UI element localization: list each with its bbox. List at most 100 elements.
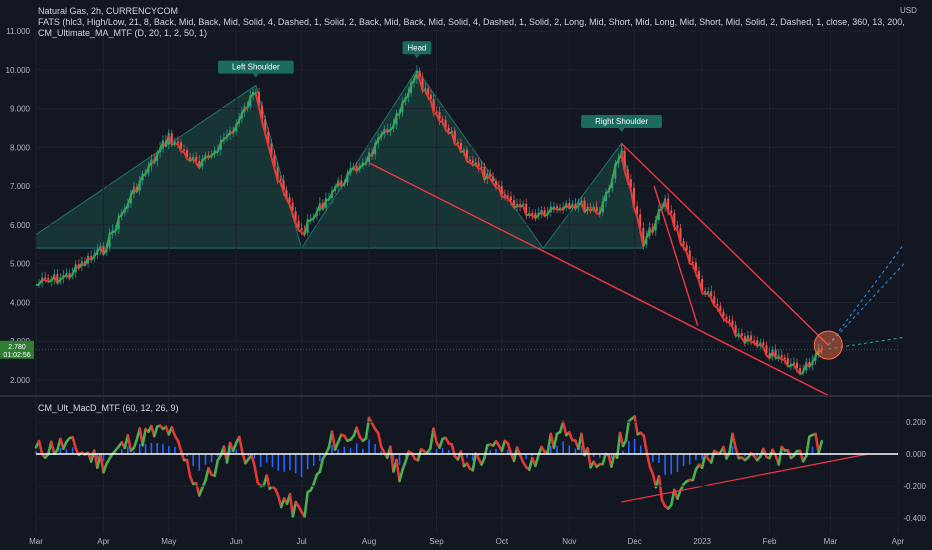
time-tick-label: Feb — [763, 537, 777, 546]
macd-hist-bar — [495, 448, 497, 454]
macd-hist-bar — [150, 442, 153, 454]
price-tick-label: 7.000 — [10, 182, 31, 191]
ma-segment — [568, 205, 574, 210]
ma-segment — [264, 133, 270, 146]
ma-segment — [407, 83, 413, 96]
macd-hist-bar — [380, 451, 383, 454]
macd-hist-bar — [204, 454, 207, 465]
macd-pane: 0.200 0.000 -0.200 -0.400 — [34, 415, 927, 523]
candle-body — [189, 156, 192, 159]
macd-hist-bar — [568, 445, 571, 454]
macd-hist-bar — [343, 446, 346, 454]
price-series — [35, 72, 823, 376]
macd-segment — [179, 449, 186, 462]
macd-segment — [798, 449, 805, 463]
candle-body — [56, 274, 59, 282]
macd-segment — [676, 489, 682, 501]
ma-segment — [462, 151, 468, 162]
ma-segment — [811, 355, 817, 364]
ma-segment — [522, 205, 528, 216]
macd-hist-bar — [639, 445, 642, 454]
projection-line-1[interactable] — [827, 243, 905, 346]
ma-segment — [291, 212, 297, 224]
macd-hist-bar — [259, 454, 262, 467]
macd-hist-bar — [664, 454, 666, 475]
ma-segment — [270, 157, 276, 170]
candle-body — [483, 167, 486, 179]
macd-segment — [731, 432, 737, 450]
candle-body — [489, 173, 492, 177]
indicator-fats-legend[interactable]: FATS (hlc3, High/Low, 21, 8, Back, Mid, … — [38, 17, 908, 27]
macd-trendline[interactable] — [621, 453, 869, 503]
target-circle[interactable] — [813, 330, 843, 360]
indicator-ma-legend[interactable]: CM_Ultimate_MA_MTF (D, 20, 1, 2, 50, 1) — [38, 28, 208, 38]
ma-segment — [277, 180, 282, 184]
candle-body — [750, 335, 753, 341]
macd-hist-bar — [138, 443, 141, 454]
ma-segment — [159, 142, 164, 151]
candle-body — [774, 349, 777, 357]
ma-segment — [731, 326, 737, 337]
candle-body — [685, 245, 688, 251]
projection-line-2[interactable] — [827, 263, 905, 346]
ma-segment — [435, 113, 441, 122]
ma-segment — [144, 167, 150, 175]
pattern-label-text: Head — [407, 43, 426, 52]
ma-segment — [608, 180, 614, 191]
candle-body — [279, 178, 282, 181]
ma-segment — [282, 191, 288, 200]
candle-body — [780, 355, 783, 358]
macd-legend[interactable]: CM_Ult_MacD_MTF (60, 12, 26, 9) — [38, 403, 179, 413]
macd-segment — [132, 438, 139, 450]
ma-segment — [112, 230, 116, 234]
candle-body — [83, 261, 86, 264]
ma-segment — [102, 248, 108, 256]
pattern-labels[interactable]: Left Shoulder Head Right Shoulder — [218, 41, 662, 132]
upper-trendline[interactable] — [621, 142, 829, 346]
lower-trendline[interactable] — [368, 162, 829, 397]
pattern-label[interactable]: Head — [402, 41, 432, 59]
ma-segment — [328, 192, 333, 201]
macd-hist-bar — [429, 451, 432, 454]
price-tick-label: 10.000 — [6, 66, 31, 75]
ma-segment — [441, 121, 447, 131]
badge-bg — [0, 340, 34, 359]
macd-axis: 0.200 0.000 -0.200 -0.400 — [36, 418, 927, 523]
candle-body — [639, 214, 642, 228]
ma-segment — [208, 155, 212, 159]
macd-segment — [333, 440, 340, 451]
macd-segment — [188, 475, 195, 486]
candle-body — [670, 210, 673, 214]
channel-line[interactable] — [653, 185, 699, 326]
candle-body — [651, 227, 654, 231]
candle-body — [580, 200, 583, 204]
macd-segment — [250, 453, 256, 467]
ma-segment — [645, 228, 651, 239]
ma-segment — [691, 264, 697, 274]
candle-body — [435, 111, 438, 113]
macd-segment — [197, 486, 204, 497]
ma-segment — [167, 134, 173, 145]
candle-body — [117, 215, 120, 230]
pattern-label-pointer — [252, 73, 259, 78]
ma-segment — [120, 209, 126, 216]
candle-body — [777, 355, 780, 357]
ma-segment — [698, 280, 704, 294]
candle-body — [725, 316, 728, 320]
pattern-label[interactable]: Right Shoulder — [581, 114, 662, 132]
price-tick-label: 11.000 — [6, 27, 30, 36]
macd-hist-bar — [622, 450, 624, 454]
projection-line-3[interactable] — [828, 336, 905, 350]
ma-segment — [334, 181, 340, 190]
price-tick-label: 5.000 — [10, 260, 31, 269]
candle-body — [534, 213, 537, 217]
macd-hist-bar — [507, 449, 509, 454]
candle-body — [676, 225, 679, 229]
macd-tick-label: 0.200 — [906, 418, 927, 427]
candle-body — [466, 149, 468, 160]
pattern-label[interactable]: Left Shoulder — [218, 60, 294, 78]
chart-title[interactable]: Natural Gas, 2h, CURRENCYCOM — [38, 6, 179, 16]
ma-segment — [164, 134, 170, 147]
candle-body — [642, 227, 645, 245]
